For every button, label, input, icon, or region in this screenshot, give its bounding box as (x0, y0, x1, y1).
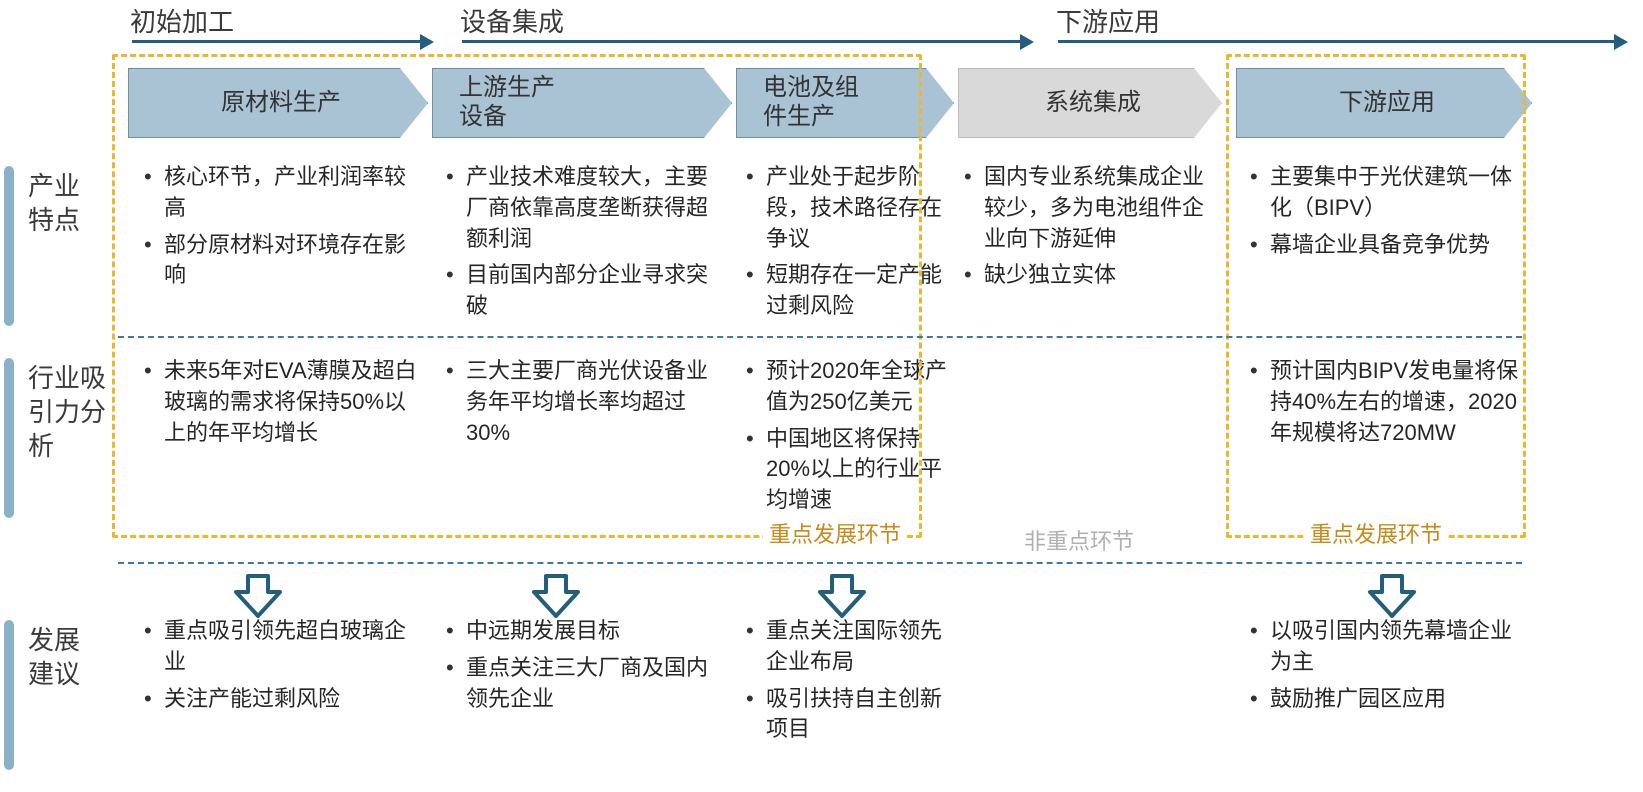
stage-label-3: 系统集成 (1045, 89, 1141, 118)
top-header-arrow-1 (462, 40, 1022, 43)
key-box-1: 重点发展环节 (1226, 54, 1526, 538)
row3-cell-2: 重点关注国际领先企业布局吸引扶持自主创新项目 (740, 616, 954, 751)
row3-cell-1: 中远期发展目标重点关注三大厂商及国内领先企业 (440, 616, 724, 720)
row1-cell-3: 国内专业系统集成企业较少，多为电池组件企业向下游延伸缺少独立实体 (958, 162, 1220, 297)
row3-item-2-0: 重点关注国际领先企业布局 (740, 616, 954, 678)
row3-cell-4: 以吸引国内领先幕墙企业为主鼓励推广园区应用 (1244, 616, 1528, 720)
row3-item-2-1: 吸引扶持自主创新项目 (740, 684, 954, 746)
row1-list-3: 国内专业系统集成企业较少，多为电池组件企业向下游延伸缺少独立实体 (958, 162, 1220, 291)
row-label-2: 发展 建议 (4, 620, 118, 770)
key-box-label-1: 重点发展环节 (1304, 517, 1448, 549)
down-arrow-3 (1366, 572, 1418, 620)
row-label-1: 行业吸 引力分 析 (4, 358, 118, 518)
row3-list-0: 重点吸引领先超白玻璃企业关注产能过剩风险 (138, 616, 422, 714)
key-box-label-0: 重点发展环节 (763, 517, 907, 549)
row1-item-3-1: 缺少独立实体 (958, 260, 1220, 291)
row3-list-2: 重点关注国际领先企业布局吸引扶持自主创新项目 (740, 616, 954, 745)
h-divider-0 (118, 336, 1522, 338)
row-label-bar-2 (4, 620, 14, 770)
row3-cell-0: 重点吸引领先超白玻璃企业关注产能过剩风险 (138, 616, 422, 720)
row-label-text-0: 产业 特点 (28, 166, 80, 326)
top-header-2: 下游应用 (1056, 2, 1160, 39)
h-divider-1 (118, 562, 1522, 564)
row-label-0: 产业 特点 (4, 166, 118, 326)
row3-item-0-1: 关注产能过剩风险 (138, 684, 422, 715)
row-label-bar-1 (4, 358, 14, 518)
top-header-arrow-0 (132, 40, 422, 43)
row3-list-1: 中远期发展目标重点关注三大厂商及国内领先企业 (440, 616, 724, 714)
top-header-arrow-2 (1058, 40, 1616, 43)
nonfocus-label: 非重点环节 (1018, 524, 1140, 792)
row3-item-0-0: 重点吸引领先超白玻璃企业 (138, 616, 422, 678)
row-label-text-1: 行业吸 引力分 析 (28, 358, 106, 518)
key-box-0: 重点发展环节 (112, 54, 922, 538)
top-header-0: 初始加工 (130, 2, 234, 39)
row3-item-4-0: 以吸引国内领先幕墙企业为主 (1244, 616, 1528, 678)
row-label-text-2: 发展 建议 (28, 620, 80, 770)
down-arrow-0 (232, 572, 284, 620)
stage-body-3: 系统集成 (958, 68, 1222, 138)
stage-3: 系统集成 (958, 68, 1222, 138)
row3-item-1-0: 中远期发展目标 (440, 616, 724, 647)
top-header-1: 设备集成 (460, 2, 564, 39)
row3-list-4: 以吸引国内领先幕墙企业为主鼓励推广园区应用 (1244, 616, 1528, 714)
row1-item-3-0: 国内专业系统集成企业较少，多为电池组件企业向下游延伸 (958, 162, 1220, 254)
row3-item-4-1: 鼓励推广园区应用 (1244, 684, 1528, 715)
row-label-bar-0 (4, 166, 14, 326)
row3-item-1-1: 重点关注三大厂商及国内领先企业 (440, 653, 724, 715)
down-arrow-1 (530, 572, 582, 620)
down-arrow-2 (816, 572, 868, 620)
